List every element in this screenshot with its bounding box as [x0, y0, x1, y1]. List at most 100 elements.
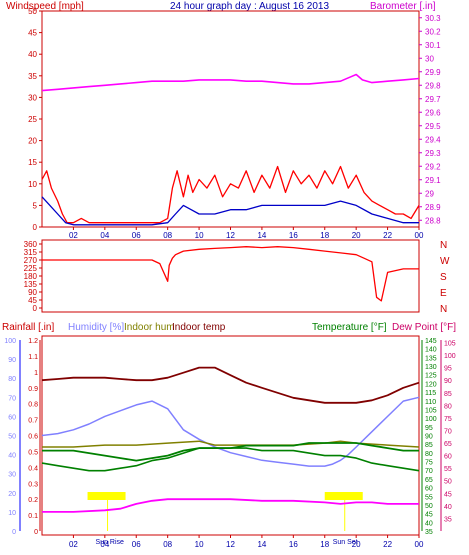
windspeed-ticks: 0 5 10 15 20 25 30 35 40 45 50 — [28, 7, 42, 232]
wind-x-tick-label: 16 — [289, 231, 298, 240]
dew-point-tick-label: 40 — [444, 504, 452, 511]
rain-tick-label: 0.6 — [28, 434, 38, 441]
humidity-line — [41, 396, 420, 467]
barometer-tick-label: 29.1 — [425, 176, 441, 185]
temperature-tick-label: 140 — [425, 347, 437, 354]
dew-point-tick-label: 90 — [444, 378, 452, 385]
temperature-tick-label: 75 — [425, 460, 433, 467]
temperature-tick-label: 145 — [425, 338, 437, 345]
gust-line — [41, 165, 420, 224]
rain-tick-label: 0.8 — [28, 402, 38, 409]
dew-point-tick-label: 70 — [444, 428, 452, 435]
temperature-tick-label: 65 — [425, 477, 433, 484]
temperature-x-tick-label: 06 — [132, 540, 141, 549]
compass-label: N — [440, 240, 447, 251]
compass-label: N — [440, 304, 447, 315]
windspeed-tick-label: 10 — [28, 180, 37, 189]
temperature-tick-label: 120 — [425, 381, 437, 388]
dew-point-tick-label: 65 — [444, 441, 452, 448]
temperature-plot-frame — [41, 335, 420, 536]
barometer-tick-label: 29.5 — [425, 122, 441, 131]
humidity-tick-label: 100 — [4, 338, 16, 345]
dew-point-line — [41, 447, 420, 472]
humidity-tick-label: 30 — [8, 472, 16, 479]
dew-point-tick-label: 55 — [444, 466, 452, 473]
rainfall-line — [42, 498, 419, 513]
wind-x-tick-label: 20 — [352, 231, 361, 240]
direction-tick-label: 225 — [24, 264, 38, 273]
barometer-tick-label: 29 — [425, 189, 434, 198]
windspeed-tick-label: 5 — [33, 201, 38, 210]
temperature-tick-label: 125 — [425, 373, 437, 380]
chart-title: 24 hour graph day : August 16 2013 — [170, 1, 329, 12]
compass-label: E — [440, 288, 447, 299]
temperature-tick-label: 50 — [425, 503, 433, 510]
temperature-x-tick-label: 00 — [415, 540, 424, 549]
humidity-tick-label: 0 — [12, 529, 16, 536]
wind-x-tick-label: 10 — [195, 231, 204, 240]
sun-events: Sun Rise Sun Set — [87, 492, 363, 546]
humidity-tick-label: 20 — [8, 491, 16, 498]
wind-x-tick-label: 22 — [383, 231, 392, 240]
indoor-hum-label: Indoor hum — [124, 322, 175, 333]
temperature-tick-label: 35 — [425, 529, 433, 536]
compass-label: W — [440, 256, 450, 267]
barometer-tick-label: 29.9 — [425, 68, 441, 77]
temperature-tick-label: 40 — [425, 520, 433, 527]
direction-tick-label: 135 — [24, 280, 38, 289]
wind-x-tick-label: 02 — [69, 231, 78, 240]
barometer-tick-label: 30.3 — [425, 14, 441, 23]
rain-tick-label: 0.1 — [28, 513, 38, 520]
windspeed-tick-label: 45 — [28, 29, 37, 38]
windspeed-tick-label: 0 — [33, 223, 38, 232]
rain-tick-label: 0.5 — [28, 449, 38, 456]
temperature-tick-label: 110 — [425, 399, 436, 406]
temperature-tick-label: 95 — [425, 425, 433, 432]
rain-tick-label: 1.1 — [28, 354, 38, 361]
humidity-tick-label: 40 — [8, 453, 16, 460]
sunset-highlight — [324, 492, 363, 500]
temperature-tick-label: 80 — [425, 451, 433, 458]
windspeed-tick-label: 35 — [28, 72, 37, 81]
temperature-tick-label: 130 — [425, 364, 437, 371]
temperature-x-tick-label: 10 — [195, 540, 204, 549]
barometer-ticks: 28.8 28.9 29 29.1 29.2 29.3 29.4 29.5 29.6 29.7 29… — [419, 14, 441, 225]
average-wind-line — [41, 196, 419, 226]
sunrise-highlight — [87, 492, 126, 500]
windspeed-tick-label: 30 — [28, 93, 37, 102]
rain-tick-label: 1 — [34, 370, 38, 377]
windspeed-tick-label: 25 — [28, 115, 37, 124]
barometer-tick-label: 29.6 — [425, 108, 441, 117]
temperature-x-tick-label: 04 — [100, 540, 109, 549]
dew-point-axis-label: Dew Point [°F] — [392, 322, 456, 333]
wind-direction-line — [42, 246, 419, 302]
temperature-x-tick-label: 14 — [257, 540, 266, 549]
indoor-temperature-line — [41, 366, 420, 404]
barometer-tick-label: 29.8 — [425, 81, 441, 90]
temperature-x-tick-label: 20 — [352, 540, 361, 549]
dew-point-tick-label: 60 — [444, 454, 452, 461]
sunset-label: Sun Set — [333, 539, 358, 546]
rain-humidity-temperature-panel: Rainfall [.in] Humidity [%] Indoor hum I… — [2, 322, 456, 549]
compass-label: S — [440, 272, 447, 283]
rain-tick-label: 0 — [34, 529, 38, 536]
barometer-tick-label: 28.8 — [425, 216, 441, 225]
windspeed-tick-label: 15 — [28, 158, 37, 167]
temperature-tick-label: 70 — [425, 468, 433, 475]
wind-barometer-panel: Windspeed [mph] 24 hour graph day : Augu… — [6, 1, 441, 240]
wind-series — [41, 73, 420, 226]
wind-x-tick-label: 18 — [320, 231, 329, 240]
wind-x-tick-label: 00 — [415, 231, 424, 240]
temperature-tick-label: 55 — [425, 494, 433, 501]
temperature-tick-label: 90 — [425, 434, 433, 441]
temperature-x-tick-label: 12 — [226, 540, 235, 549]
wind-x-tick-label: 14 — [257, 231, 266, 240]
humidity-tick-label: 60 — [8, 414, 16, 421]
direction-tick-label: 315 — [24, 248, 38, 257]
windspeed-tick-label: 50 — [28, 7, 37, 16]
dew-point-tick-label: 80 — [444, 403, 452, 410]
temperature-x-ticks: 02 04 06 08 10 12 14 16 18 20 22 00 — [69, 535, 424, 549]
direction-tick-label: 0 — [33, 304, 38, 313]
